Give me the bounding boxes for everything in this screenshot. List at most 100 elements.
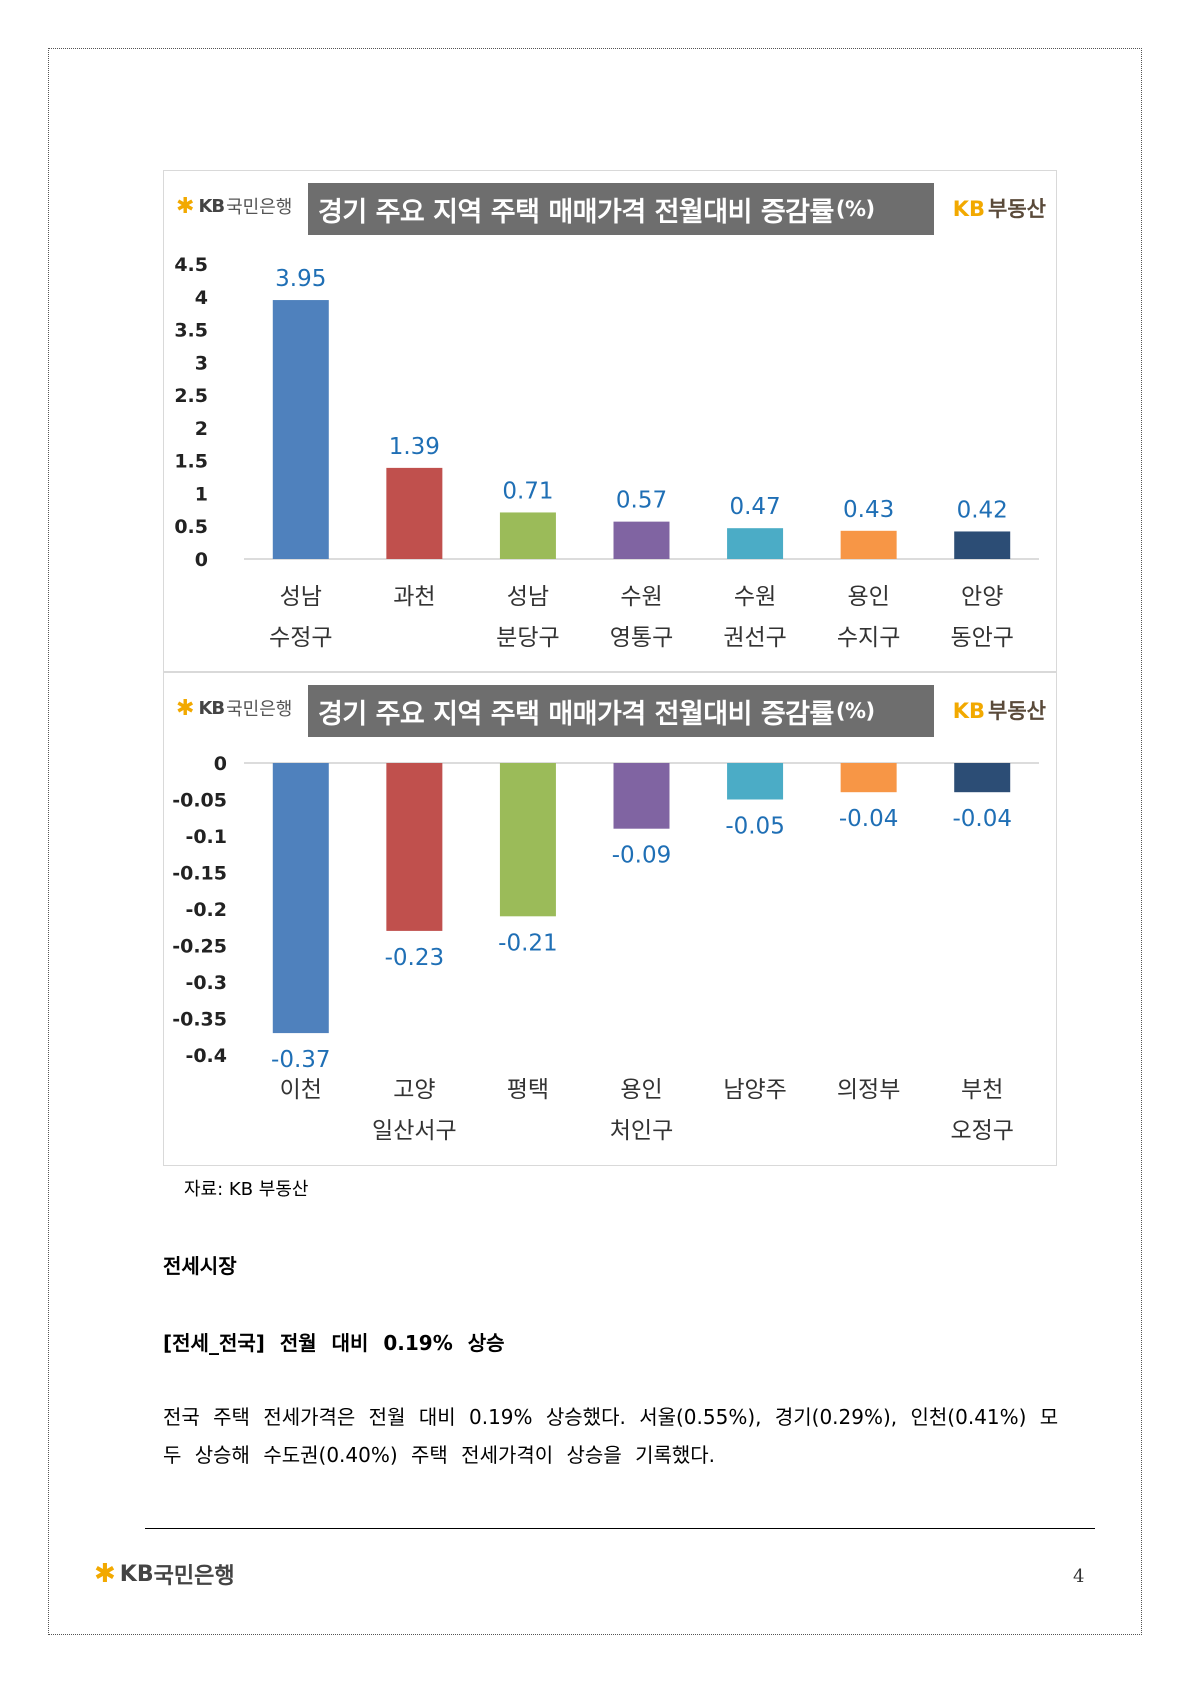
chart-title-text: 경기 주요 지역 주택 매매가격 전월대비 증감률 bbox=[318, 698, 834, 730]
bank-logo-name: 국민은행 bbox=[226, 197, 293, 218]
bar bbox=[727, 528, 784, 559]
x-tick-label: 이천 bbox=[280, 1077, 322, 1103]
section-title: 전세시장 bbox=[163, 1254, 237, 1278]
x-tick-label: 고양 bbox=[393, 1077, 435, 1103]
y-tick-label: -0.05 bbox=[172, 790, 227, 812]
y-tick-label: 1.5 bbox=[174, 451, 208, 473]
footer-logo-kb: KB bbox=[119, 1561, 154, 1587]
x-tick-label: 성남 bbox=[507, 584, 549, 610]
chart-title: 경기 주요 지역 주택 매매가격 전월대비 증감률 (%) bbox=[308, 183, 934, 235]
y-tick-label: -0.3 bbox=[185, 972, 227, 994]
y-tick-label: 0 bbox=[195, 549, 208, 571]
x-tick-label: 권선구 bbox=[723, 625, 786, 651]
bar bbox=[840, 530, 897, 559]
data-label: -0.09 bbox=[612, 843, 672, 869]
kb-star-icon: ✱ bbox=[176, 695, 195, 721]
y-tick-label: 2.5 bbox=[174, 385, 208, 407]
bank-logo-kb: KB bbox=[198, 697, 225, 719]
realty-logo-kb: KB bbox=[952, 699, 986, 723]
x-tick-label: 영통구 bbox=[610, 625, 673, 651]
y-tick-label: -0.2 bbox=[185, 899, 227, 921]
chart-panel-positive: ✱ KB 국민은행 경기 주요 지역 주택 매매가격 전월대비 증감률 (%) K… bbox=[163, 170, 1057, 672]
x-tick-label: 수지구 bbox=[837, 625, 900, 651]
y-tick-label: -0.4 bbox=[185, 1045, 227, 1067]
footer-divider bbox=[145, 1528, 1095, 1529]
footer-kb-logo: ✱ KB 국민은행 bbox=[94, 1558, 235, 1590]
bar bbox=[499, 512, 556, 559]
data-label: -0.37 bbox=[271, 1047, 331, 1073]
y-tick-label: 3 bbox=[195, 352, 208, 374]
data-label: -0.21 bbox=[498, 930, 558, 956]
chart-title-unit: (%) bbox=[835, 197, 875, 221]
x-tick-label: 일산서구 bbox=[372, 1118, 457, 1144]
x-tick-label: 남양주 bbox=[723, 1077, 786, 1103]
body-paragraph: 전국 주택 전세가격은 전월 대비 0.19% 상승했다. 서울(0.55%),… bbox=[163, 1405, 1059, 1467]
bar bbox=[613, 763, 670, 829]
x-tick-label: 과천 bbox=[393, 584, 435, 610]
x-tick-label: 오정구 bbox=[950, 1118, 1013, 1144]
bank-logo-name: 국민은행 bbox=[226, 699, 293, 720]
bank-logo-kb: KB bbox=[198, 195, 225, 217]
realty-logo-name: 부동산 bbox=[988, 197, 1046, 221]
x-tick-label: 용인 bbox=[620, 1077, 662, 1103]
y-tick-label: -0.15 bbox=[172, 863, 227, 885]
data-label: -0.04 bbox=[839, 806, 899, 832]
data-label: 0.42 bbox=[957, 497, 1008, 523]
x-tick-label: 수원 bbox=[734, 584, 776, 610]
bar bbox=[954, 531, 1011, 559]
bar bbox=[954, 763, 1011, 793]
bar-chart-negative: 0 -0.05 -0.1 -0.15 -0.2 -0.25 -0.3 -0.35 -0.4 -0.… bbox=[172, 753, 1039, 1144]
bar bbox=[727, 763, 784, 800]
data-label: 0.47 bbox=[729, 494, 780, 520]
page-border bbox=[48, 48, 1142, 1635]
bar bbox=[386, 467, 443, 559]
bar bbox=[272, 763, 329, 1034]
bar bbox=[272, 300, 329, 559]
chart-title-text: 경기 주요 지역 주택 매매가격 전월대비 증감률 bbox=[318, 196, 834, 228]
data-label: 0.43 bbox=[843, 497, 894, 523]
y-tick-label: 2 bbox=[195, 418, 208, 440]
x-tick-label: 용인 bbox=[847, 584, 889, 610]
page-number: 4 bbox=[1073, 1566, 1085, 1587]
x-tick-label: 안양 bbox=[961, 584, 1003, 610]
x-tick-label: 수정구 bbox=[269, 625, 332, 651]
data-label: 1.39 bbox=[389, 434, 440, 460]
chart-panel-negative: ✱ KB 국민은행 경기 주요 지역 주택 매매가격 전월대비 증감률 (%) K… bbox=[163, 672, 1057, 1166]
chart-header: ✱ KB 국민은행 경기 주요 지역 주택 매매가격 전월대비 증감률 (%) K… bbox=[164, 673, 1056, 753]
bar bbox=[499, 763, 556, 917]
x-tick-label: 처인구 bbox=[610, 1118, 673, 1144]
bar bbox=[613, 521, 670, 559]
chart-title: 경기 주요 지역 주택 매매가격 전월대비 증감률 (%) bbox=[308, 685, 934, 737]
chart-header: ✱ KB 국민은행 경기 주요 지역 주택 매매가격 전월대비 증감률 (%) K… bbox=[164, 171, 1056, 251]
x-tick-label: 수원 bbox=[620, 584, 662, 610]
footer-logo-name: 국민은행 bbox=[153, 1564, 235, 1589]
realty-logo-kb: KB bbox=[952, 197, 986, 221]
kb-star-icon: ✱ bbox=[94, 1559, 116, 1589]
kb-bank-logo: ✱ KB 국민은행 bbox=[176, 193, 292, 219]
y-tick-label: 0.5 bbox=[174, 516, 208, 538]
y-tick-label: 4.5 bbox=[174, 254, 208, 276]
data-label: 0.57 bbox=[616, 488, 667, 514]
data-label: -0.05 bbox=[725, 814, 785, 840]
x-tick-label: 성남 bbox=[280, 584, 322, 610]
data-label: -0.04 bbox=[952, 806, 1012, 832]
source-note: 자료: KB 부동산 bbox=[184, 1179, 309, 1200]
y-tick-label: 0 bbox=[214, 753, 227, 775]
subsection-title: [전세_전국] 전월 대비 0.19% 상승 bbox=[163, 1331, 505, 1355]
x-tick-label: 동안구 bbox=[950, 625, 1013, 651]
y-tick-label: -0.35 bbox=[172, 1009, 227, 1031]
y-tick-label: 3.5 bbox=[174, 320, 208, 342]
data-label: 0.71 bbox=[502, 478, 553, 504]
y-tick-label: 4 bbox=[195, 287, 208, 309]
bar bbox=[386, 763, 443, 931]
bar bbox=[840, 763, 897, 793]
x-tick-label: 의정부 bbox=[837, 1077, 900, 1103]
kb-realty-logo: KB 부동산 bbox=[953, 695, 1046, 725]
x-tick-label: 분당구 bbox=[496, 625, 559, 651]
data-label: -0.23 bbox=[385, 945, 445, 971]
y-tick-label: 1 bbox=[195, 483, 208, 505]
y-tick-label: -0.1 bbox=[185, 826, 227, 848]
kb-realty-logo: KB 부동산 bbox=[953, 193, 1046, 223]
kb-star-icon: ✱ bbox=[176, 193, 195, 219]
